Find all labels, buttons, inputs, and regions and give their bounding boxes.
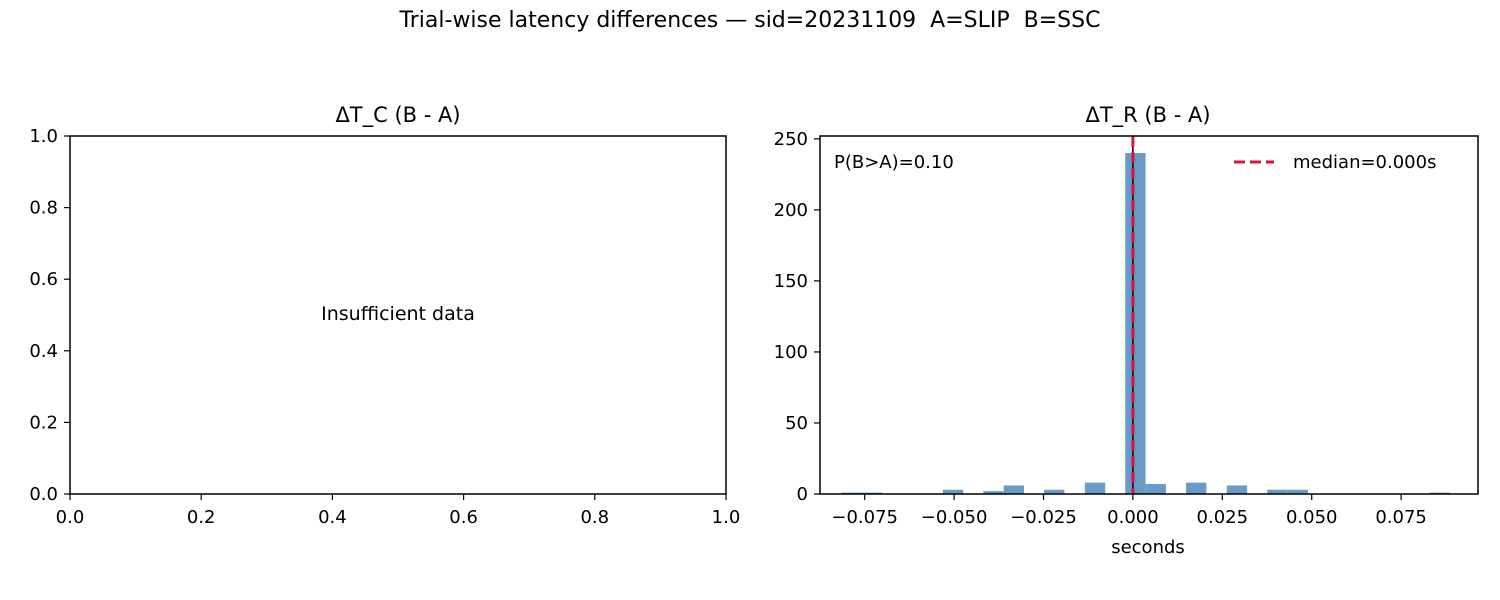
histogram-bar [1084,482,1106,494]
histogram-bar [1267,489,1288,494]
histogram-bar [1003,485,1024,494]
right-panel-title: ΔT_R (B - A) [1085,103,1210,128]
right-y-tick-label: 100 [774,342,808,363]
right-panel: ΔT_R (B - A) −0.075 −0.050 −0.025 0.000 0.02… [774,103,1479,558]
histogram-bar [1287,489,1308,494]
right-x-tick-label: 0.050 [1286,507,1338,528]
left-y-tick-label: 0.0 [29,484,58,505]
right-x-axis-label: seconds [1111,537,1185,558]
left-x-tick-label: 0.0 [56,507,85,528]
histogram-bar [1226,485,1248,494]
left-x-axis: 0.0 0.2 0.4 0.6 0.8 1.0 [56,494,741,528]
left-plot-frame [69,135,727,495]
left-y-tick-label: 0.4 [29,341,58,362]
right-y-tick-label: 0 [797,484,808,505]
right-x-tick-label: 0.000 [1107,507,1159,528]
left-y-tick-label: 0.2 [29,412,58,433]
left-y-tick-label: 1.0 [29,126,58,147]
right-y-tick-label: 150 [774,271,808,292]
right-y-tick-label: 50 [785,413,808,434]
insufficient-data-message: Insufficient data [321,303,475,325]
right-x-tick-label: −0.025 [1010,507,1077,528]
histogram-bar [983,491,1004,494]
right-y-tick-label: 200 [774,200,808,221]
right-x-tick-label: −0.050 [921,507,988,528]
right-plot-frame [819,135,1479,495]
left-x-tick-label: 0.2 [187,507,216,528]
histogram-bar [1186,482,1207,494]
right-x-tick-label: 0.025 [1197,507,1249,528]
right-x-tick-label: 0.075 [1375,507,1427,528]
left-x-tick-label: 1.0 [712,507,741,528]
legend: median=0.000s [1234,152,1436,173]
histogram-bar [1145,484,1166,494]
left-x-tick-label: 0.4 [318,507,347,528]
left-x-tick-label: 0.8 [580,507,609,528]
histogram-bars [841,153,1450,495]
figure-title: Trial-wise latency differences — sid=202… [399,8,1101,33]
histogram-bar [1125,153,1146,495]
left-panel: ΔT_C (B - A) Insufficient data 0.0 0.2 0.4… [29,103,740,528]
histogram-bar [942,489,964,494]
legend-median-label: median=0.000s [1293,152,1436,173]
left-y-tick-label: 0.8 [29,198,58,219]
left-y-axis: 0.0 0.2 0.4 0.6 0.8 1.0 [29,126,70,505]
probability-annotation: P(B>A)=0.10 [834,152,954,173]
right-y-tick-label: 250 [774,129,808,150]
left-x-tick-label: 0.6 [449,507,478,528]
right-x-axis: −0.075 −0.050 −0.025 0.000 0.025 0.050 0.075 [831,494,1427,528]
left-y-tick-label: 0.6 [29,269,58,290]
right-y-axis: 0 50 100 150 200 250 [774,129,820,505]
histogram-bar [1044,489,1065,494]
left-panel-title: ΔT_C (B - A) [335,103,460,128]
right-x-tick-label: −0.075 [831,507,898,528]
